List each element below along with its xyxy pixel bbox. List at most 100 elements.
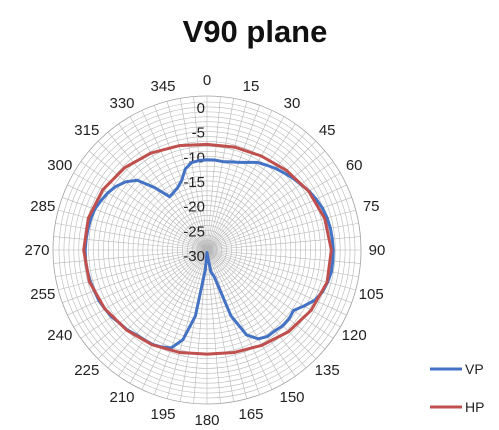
grid-spoke [97,249,208,360]
grid-spoke [206,236,361,251]
grid-spoke [206,249,356,291]
grid-spoke [118,249,208,377]
grid-spoke [88,150,208,251]
grid-spoke [62,197,208,251]
grid-spoke [53,249,208,264]
angle-tick-label: 60 [346,157,363,174]
legend: VP HP [430,361,484,415]
chart-title: V90 plane [183,14,328,49]
series-line-hp [82,142,333,356]
angle-tick-label: 315 [74,122,99,139]
angle-tick-label: 135 [315,362,340,379]
grid-spoke [206,249,317,360]
angle-tick-label: 105 [359,286,384,303]
radial-tick-label: -10 [183,149,205,166]
grid-spoke [206,249,260,395]
grid-spoke [206,249,221,404]
grid-spoke [206,105,260,251]
angle-tick-label: 90 [369,242,386,259]
grid-spoke [179,249,208,402]
grid-spoke [206,249,361,264]
radial-tick-label: -30 [183,248,205,265]
radial-tick-label: -25 [183,223,205,240]
grid-spoke [73,172,208,251]
grid-spoke [206,197,352,251]
legend-label-vp: VP [465,361,484,377]
angle-tick-label: 75 [363,198,380,215]
grid-spoke [118,123,208,251]
grid-spoke [80,249,208,339]
angle-tick-label: 120 [342,327,367,344]
grid-spoke [206,249,235,402]
grid-spoke [206,123,296,251]
angle-tick-label: 30 [284,95,301,112]
grid-spoke [107,249,208,369]
grid-spoke [58,249,208,291]
grid-spoke [193,96,208,251]
grid-spoke [206,161,334,251]
radial-tick-label: -5 [192,125,205,142]
angle-tick-label: 255 [30,286,55,303]
grid-spoke [154,105,208,251]
grid-spoke [141,110,208,251]
grid-spoke [206,249,359,278]
grid-spoke [179,98,208,251]
angle-tick-label: 195 [150,406,175,423]
grid-spoke [206,172,341,251]
grid-spoke [73,249,208,328]
angle-tick-label: 0 [203,72,211,89]
angle-tick-labels: 0 15 30 45 60 75 90 105 120 135 150 165 180 195 210 225… [24,72,385,429]
grid-spoke [206,110,273,251]
radial-tick-label: 0 [197,100,205,117]
angle-tick-label: 240 [47,327,72,344]
grid-spoke [206,140,317,251]
angle-tick-label: 300 [47,157,72,174]
angle-tick-label: 330 [109,95,134,112]
angle-tick-label: 45 [319,122,336,139]
grid-spoke [67,184,208,251]
grid-spoke [206,249,285,384]
grid-spoke [141,249,208,390]
grid-spoke [88,249,208,350]
grid-spoke [206,116,285,251]
grid-spoke [67,249,208,316]
grid-spoke [206,131,307,251]
grid-spoke [206,222,359,251]
radial-tick-label: -15 [183,174,205,191]
angle-tick-label: 285 [30,198,55,215]
grid-spoke [206,150,326,251]
angle-tick-label: 165 [238,406,263,423]
grid-spoke [129,249,208,384]
angle-tick-label: 210 [109,389,134,406]
grid-spoke [206,184,347,251]
series-layer [82,142,335,356]
grid-spoke [166,101,208,251]
grid-spoke [53,236,208,251]
grid-spoke [206,249,273,390]
grid-spoke [206,98,235,251]
grid-spoke [80,161,208,251]
grid-spoke [62,249,208,303]
angle-tick-label: 345 [150,78,175,95]
grid-spoke [97,140,208,251]
grid-spoke [129,116,208,251]
grid-spoke [55,222,208,251]
grid-spoke [166,249,208,399]
radial-tick-labels: 0 -5 -10 -15 -20 -25 -30 [183,100,205,265]
legend-label-hp: HP [465,399,484,415]
grid-spoke [206,249,352,303]
grid-spoke [206,96,221,251]
angle-tick-label: 225 [74,362,99,379]
grid-spoke [206,209,356,251]
grid-spoke [206,249,334,339]
grid-spoke [154,249,208,395]
grid-spoke [206,249,307,369]
grid-spoke [206,249,296,377]
grid-spoke [58,209,208,251]
grid-spoke [206,101,248,251]
grid-spoke [206,249,341,328]
angle-tick-label: 180 [194,412,219,429]
angle-tick-label: 15 [243,78,260,95]
angle-tick-label: 150 [279,389,304,406]
